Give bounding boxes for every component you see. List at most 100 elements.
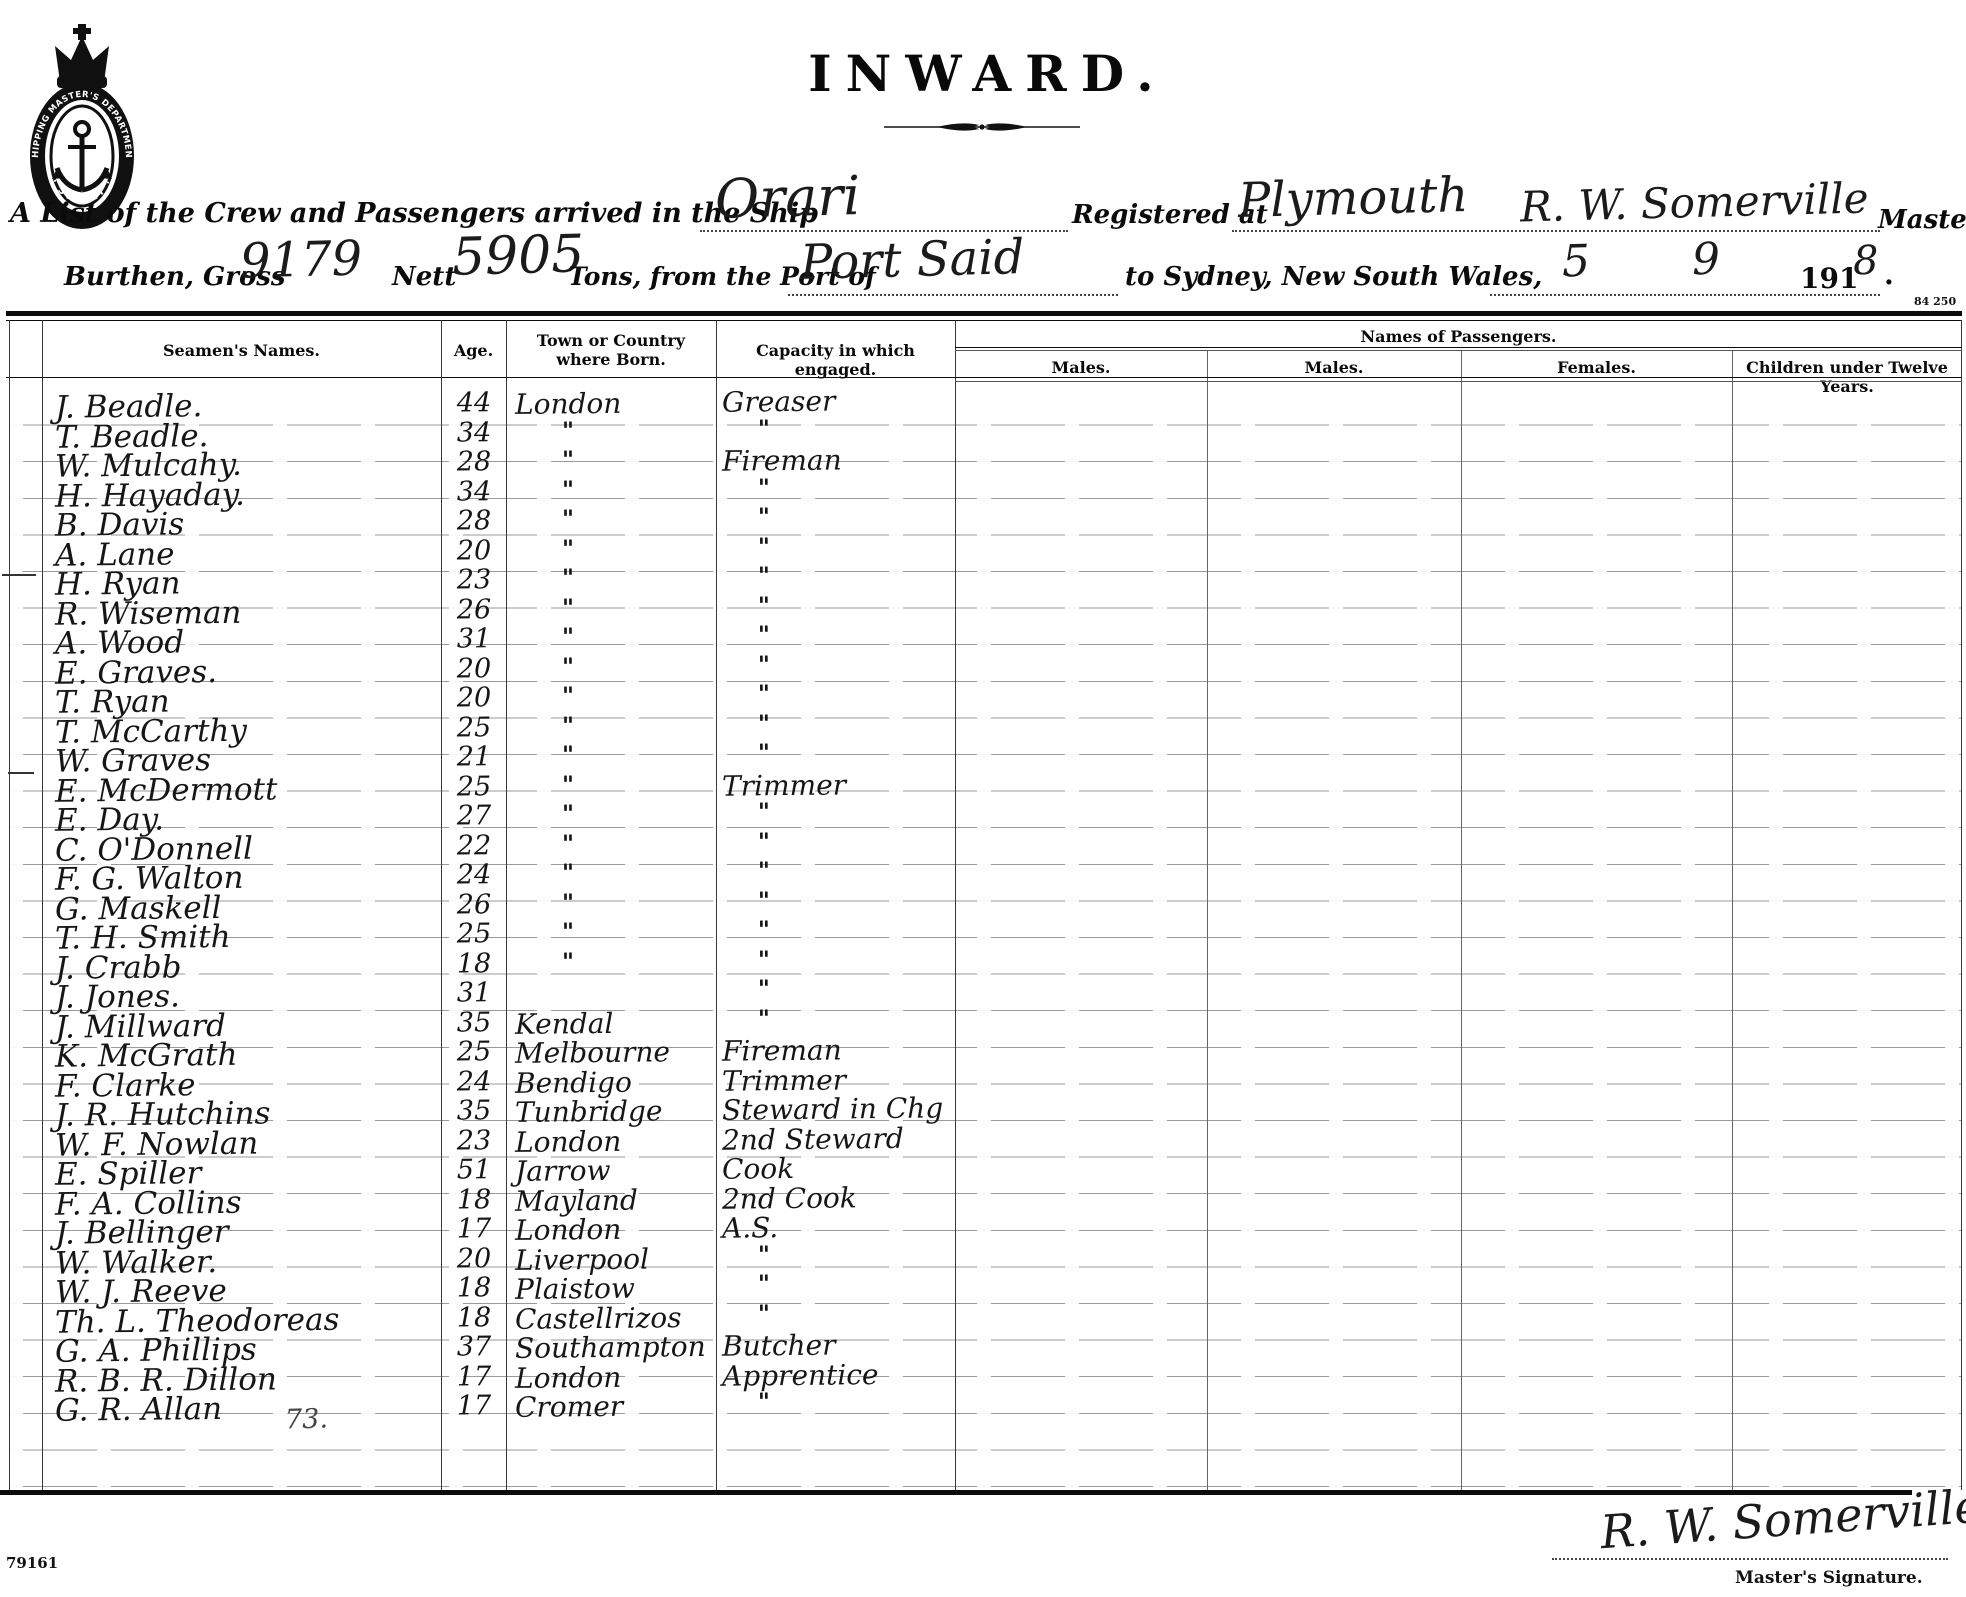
crew-born: " — [561, 564, 575, 592]
destination-label: to Sydney, New South Wales, — [1125, 262, 1543, 292]
crew-born: " — [561, 682, 575, 710]
crew-age: 28 — [456, 505, 492, 537]
column-line-age-born — [506, 320, 507, 1490]
crew-capacity: " — [757, 798, 771, 826]
crew-capacity: " — [757, 532, 771, 560]
crew-age: 28 — [456, 446, 492, 478]
column-line-males-males — [1207, 351, 1208, 1490]
year-digit-value: 8 — [1852, 237, 1880, 285]
crew-capacity: " — [757, 473, 771, 501]
crew-capacity: " — [757, 857, 771, 885]
crew-born: " — [561, 741, 575, 769]
table-right-border — [1961, 320, 1962, 1490]
crew-count-note: 73. — [284, 1403, 329, 1436]
crew-age: 35 — [456, 1095, 492, 1127]
crew-age: 51 — [456, 1154, 492, 1186]
crew-age: 31 — [456, 977, 492, 1009]
crew-capacity: " — [757, 916, 771, 944]
port-from-line — [788, 294, 1118, 296]
table-top-thick-rule — [6, 311, 1962, 316]
tons-from-port-label: Tons, from the Port of — [568, 262, 876, 291]
list-intro-label: A List of the Crew and Passengers arrive… — [10, 198, 819, 229]
crew-born: " — [561, 800, 575, 828]
crew-capacity: " — [757, 1299, 771, 1327]
registered-at-label: Registered at — [1072, 200, 1268, 230]
crew-born: " — [561, 416, 575, 444]
crew-born: " — [561, 918, 575, 946]
column-header-age: Age. — [453, 341, 494, 360]
crew-born: " — [561, 475, 575, 503]
column-line-born-capacity — [716, 320, 717, 1490]
crew-capacity: " — [757, 975, 771, 1003]
crew-born: " — [561, 829, 575, 857]
ruled-lines-background — [9, 389, 1962, 1490]
crew-born: Cromer — [514, 1389, 624, 1424]
crew-age: 18 — [456, 1272, 492, 1304]
crew-capacity: " — [757, 709, 771, 737]
title-divider-ornament — [884, 123, 1080, 131]
crew-age: 25 — [456, 918, 492, 950]
crew-age: 20 — [456, 682, 492, 714]
crew-capacity: " — [757, 1270, 771, 1298]
column-header-females: Females. — [1557, 358, 1636, 377]
passengers-header-underline — [955, 347, 1962, 348]
crew-age: 24 — [456, 859, 492, 891]
column-line-names-age — [441, 320, 442, 1490]
crew-born: " — [561, 505, 575, 533]
crew-capacity: " — [757, 1004, 771, 1032]
crew-born: " — [561, 652, 575, 680]
crew-name: G. R. Allan — [54, 1390, 223, 1429]
crew-born: " — [561, 623, 575, 651]
column-header-town-born: Town or Country where Born. — [536, 331, 686, 369]
crew-born: " — [561, 534, 575, 562]
master-label: Master, — [1878, 205, 1966, 235]
stamp-code: 84 250 — [1914, 295, 1957, 308]
crew-age: 17 — [456, 1390, 492, 1422]
arrival-month-value: 9 — [1691, 233, 1721, 286]
nett-label: Nett — [392, 262, 457, 292]
crew-age: 37 — [456, 1331, 492, 1363]
crew-age: 17 — [456, 1213, 492, 1245]
crew-born: " — [561, 947, 575, 975]
table-top-thin-rule — [6, 320, 1962, 321]
crown-icon — [55, 24, 109, 88]
column-header-capacity: Capacity in which engaged. — [756, 341, 915, 379]
crew-age: 23 — [456, 564, 492, 596]
crew-age: 21 — [456, 741, 492, 773]
crew-capacity: " — [757, 621, 771, 649]
crew-born: " — [561, 711, 575, 739]
year-printed: 191 — [1800, 262, 1859, 295]
crew-age: 25 — [456, 1036, 492, 1068]
crew-capacity: " — [757, 562, 771, 590]
crew-capacity: " — [757, 827, 771, 855]
crew-born: " — [561, 446, 575, 474]
crew-capacity: " — [757, 503, 771, 531]
crew-capacity: " — [757, 591, 771, 619]
margin-tick — [8, 772, 34, 774]
column-header-seamens-names: Seamen's Names. — [163, 341, 320, 360]
crew-capacity: " — [757, 650, 771, 678]
crew-age: 44 — [456, 387, 492, 419]
passengers-group-header: Names of Passengers. — [1360, 327, 1557, 346]
crew-born: " — [561, 888, 575, 916]
arrival-date-line — [1490, 294, 1880, 296]
masters-signature-label: Master's Signature. — [1735, 1568, 1923, 1588]
column-line-margin — [42, 320, 43, 1490]
shipping-masters-department-seal: SHIPPING MASTER'S DEPARTMENT · SYDNEY · — [26, 18, 134, 229]
anchor-icon — [52, 120, 112, 193]
crew-capacity: " — [757, 739, 771, 767]
form-number: 79161 — [6, 1554, 59, 1572]
crew-capacity: " — [757, 680, 771, 708]
margin-tick — [2, 574, 36, 576]
column-header-males-1: Males. — [1051, 358, 1111, 377]
signature-line — [1552, 1558, 1948, 1560]
column-line-capacity-passengers — [955, 320, 956, 1490]
column-line-males-females — [1461, 351, 1462, 1490]
crew-age: 27 — [456, 800, 492, 832]
crew-born: " — [561, 859, 575, 887]
column-line-females-children — [1732, 351, 1733, 1490]
column-header-males-2: Males. — [1304, 358, 1364, 377]
year-period: . — [1884, 258, 1894, 291]
page-title: INWARD. — [808, 44, 1168, 103]
